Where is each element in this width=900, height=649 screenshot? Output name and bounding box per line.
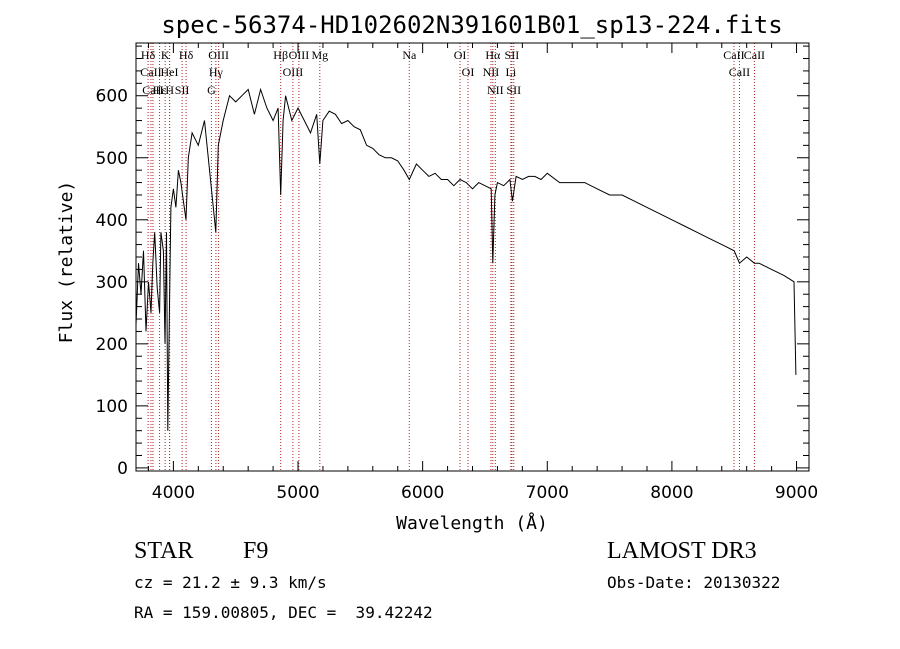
line-markers	[147, 43, 755, 471]
x-axis-label: Wavelength (Å)	[396, 512, 548, 534]
survey-name: LAMOST DR3	[607, 538, 757, 564]
line-marker-label: OIII	[208, 48, 229, 62]
spectrum-line	[135, 87, 797, 431]
line-marker-label: Na	[402, 48, 417, 62]
x-tick-label: 9000	[775, 483, 818, 503]
chart-title: spec-56374-HD102602N391601B01_sp13-224.f…	[161, 11, 782, 39]
line-marker-label: K	[161, 48, 170, 62]
line-marker-label: Hγ	[209, 65, 224, 79]
line-marker-label: Hβ	[273, 48, 288, 62]
line-marker-label: NII	[483, 65, 500, 79]
y-tick-label: 200	[96, 335, 128, 355]
x-tick-label: 7000	[526, 483, 569, 503]
line-marker-label: Hα	[485, 48, 501, 62]
y-tick-label: 500	[96, 149, 128, 169]
plot-frame	[135, 42, 810, 472]
x-tick-label: 6000	[401, 483, 444, 503]
coordinates-text: RA = 159.00805, DEC = 39.42242	[134, 603, 433, 622]
line-marker-label: OI	[454, 48, 467, 62]
line-marker-label: SII	[505, 48, 520, 62]
object-class: STAR	[134, 538, 194, 564]
line-marker-label: CaII	[744, 48, 765, 62]
line-marker-label: Mg	[311, 48, 328, 62]
line-marker-label: Hε	[153, 83, 167, 97]
object-subclass: F9	[243, 538, 269, 564]
line-marker-label: Hδ	[179, 48, 194, 62]
line-marker-label: SII	[175, 83, 190, 97]
y-tick-label: 400	[96, 211, 128, 231]
y-tick-label: 100	[96, 397, 128, 417]
y-tick-label: 600	[96, 87, 128, 107]
line-marker-label: OI	[462, 65, 475, 79]
line-marker-label: CaII	[142, 83, 163, 97]
line-marker-label: Hδ	[141, 48, 156, 62]
line-marker-label: CaII	[729, 65, 750, 79]
redshift-text: cz = 21.2 ± 9.3 km/s	[134, 573, 327, 592]
obs-date-text: Obs-Date: 20130322	[607, 573, 781, 592]
line-marker-label: OIII	[283, 65, 304, 79]
line-marker-label: OIII	[289, 48, 310, 62]
line-marker-label: H	[165, 83, 174, 97]
y-axis-ticks: 0 100 200 300 400 500 600	[96, 45, 809, 479]
x-tick-label: 8000	[650, 483, 693, 503]
line-marker-label: CaII	[140, 65, 161, 79]
x-tick-label: 5000	[276, 483, 319, 503]
line-marker-label: G	[207, 83, 216, 97]
line-marker-label: HeI	[161, 65, 179, 79]
line-marker-label: SII	[506, 83, 521, 97]
line-marker-label: NII	[487, 83, 504, 97]
line-marker-label: CaII	[723, 48, 744, 62]
y-axis-label: Flux (relative)	[56, 181, 77, 344]
x-tick-label: 4000	[152, 483, 195, 503]
y-tick-label: 300	[96, 273, 128, 293]
x-axis-ticks: 4000 5000 6000 7000 8000 9000	[147, 43, 818, 503]
line-marker-label: Li	[506, 65, 517, 79]
y-tick-label: 0	[117, 459, 128, 479]
